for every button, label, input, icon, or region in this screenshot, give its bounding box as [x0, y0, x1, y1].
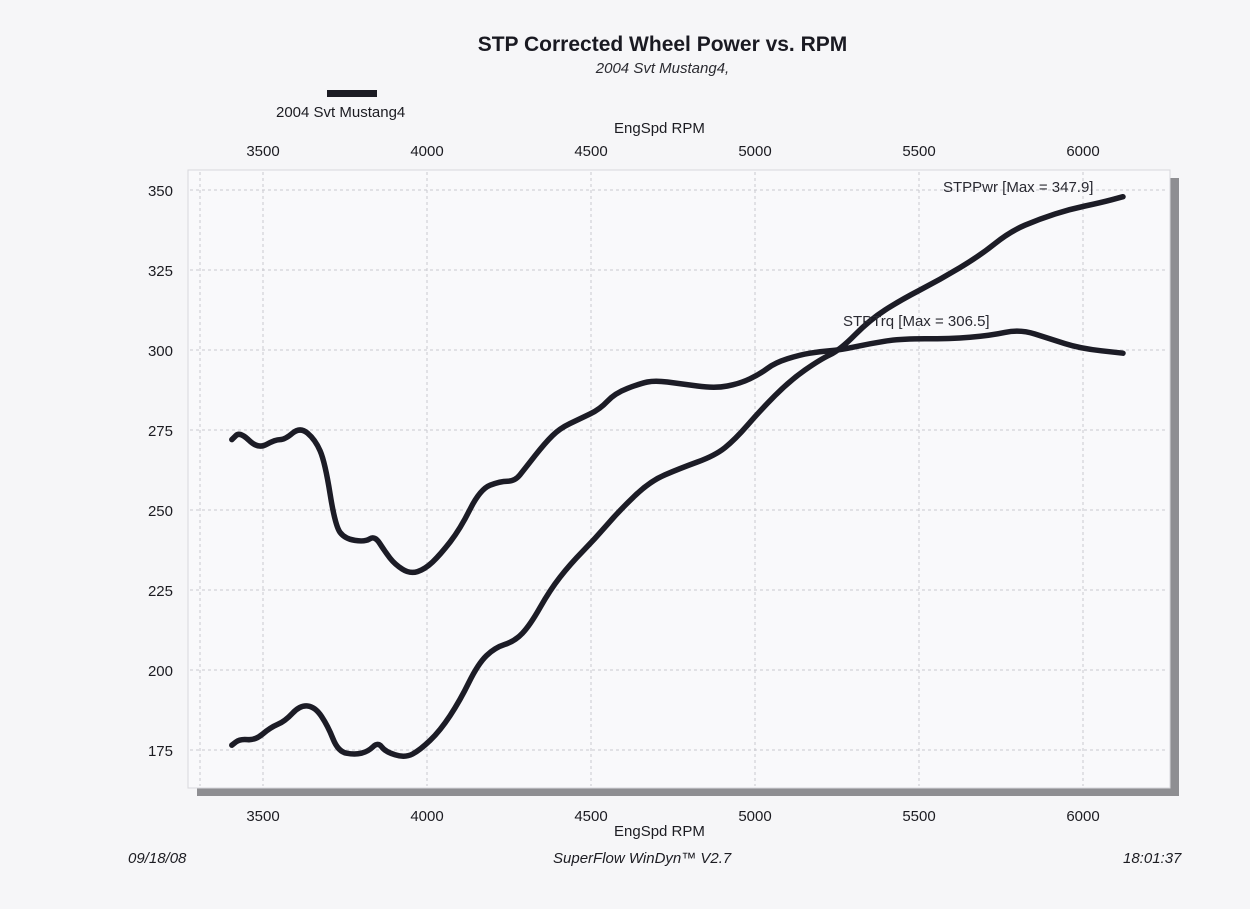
x-tick-label-bottom: 6000 [1066, 808, 1099, 825]
y-tick-label: 225 [148, 583, 173, 600]
x-tick-label-top: 3500 [246, 143, 279, 160]
footer-date: 09/18/08 [128, 850, 187, 867]
x-tick-label-top: 4000 [410, 143, 443, 160]
y-tick-label: 175 [148, 743, 173, 760]
series-line-stptrq [229, 328, 1126, 576]
grid-lines [190, 172, 1168, 786]
chart-title: STP Corrected Wheel Power vs. RPM [477, 33, 848, 56]
plot-area [187, 169, 1171, 789]
x-axis-title-top: EngSpd RPM [614, 120, 705, 137]
y-tick-label: 300 [148, 343, 173, 360]
tick-labels: 3500 3500 4000 4000 4500 4500 5000 5000 5500 5500… [148, 143, 1100, 825]
x-tick-label-bottom: 4000 [410, 808, 443, 825]
footer-software: SuperFlow WinDyn™ V2.7 [553, 850, 732, 867]
x-tick-label-top: 4500 [574, 143, 607, 160]
x-tick-label-top: 6000 [1066, 143, 1099, 160]
series-line-stppwr [229, 193, 1126, 759]
y-tick-label: 275 [148, 423, 173, 440]
annotation-stptrq: STPTrq [Max = 306.5] [843, 313, 990, 330]
x-tick-label-bottom: 3500 [246, 808, 279, 825]
legend-label: 2004 Svt Mustang4 [276, 104, 406, 121]
annotation-stppwr: STPPwr [Max = 347.9] [943, 179, 1093, 196]
y-tick-label: 250 [148, 503, 173, 520]
chart-subtitle: 2004 Svt Mustang4, [595, 60, 730, 77]
x-tick-label-bottom: 4500 [574, 808, 607, 825]
x-tick-label-bottom: 5500 [902, 808, 935, 825]
x-axis-title-bottom: EngSpd RPM [614, 823, 705, 840]
y-tick-label: 350 [148, 183, 173, 200]
footer-time: 18:01:37 [1123, 850, 1182, 867]
series-lines [229, 193, 1126, 759]
plot-shadow-right [1170, 178, 1179, 796]
plot-shadow-bottom [197, 787, 1179, 796]
y-tick-label: 200 [148, 663, 173, 680]
x-tick-label-bottom: 5000 [738, 808, 771, 825]
y-tick-label: 325 [148, 263, 173, 280]
x-tick-label-top: 5500 [902, 143, 935, 160]
x-tick-label-top: 5000 [738, 143, 771, 160]
legend-swatch [327, 90, 377, 97]
